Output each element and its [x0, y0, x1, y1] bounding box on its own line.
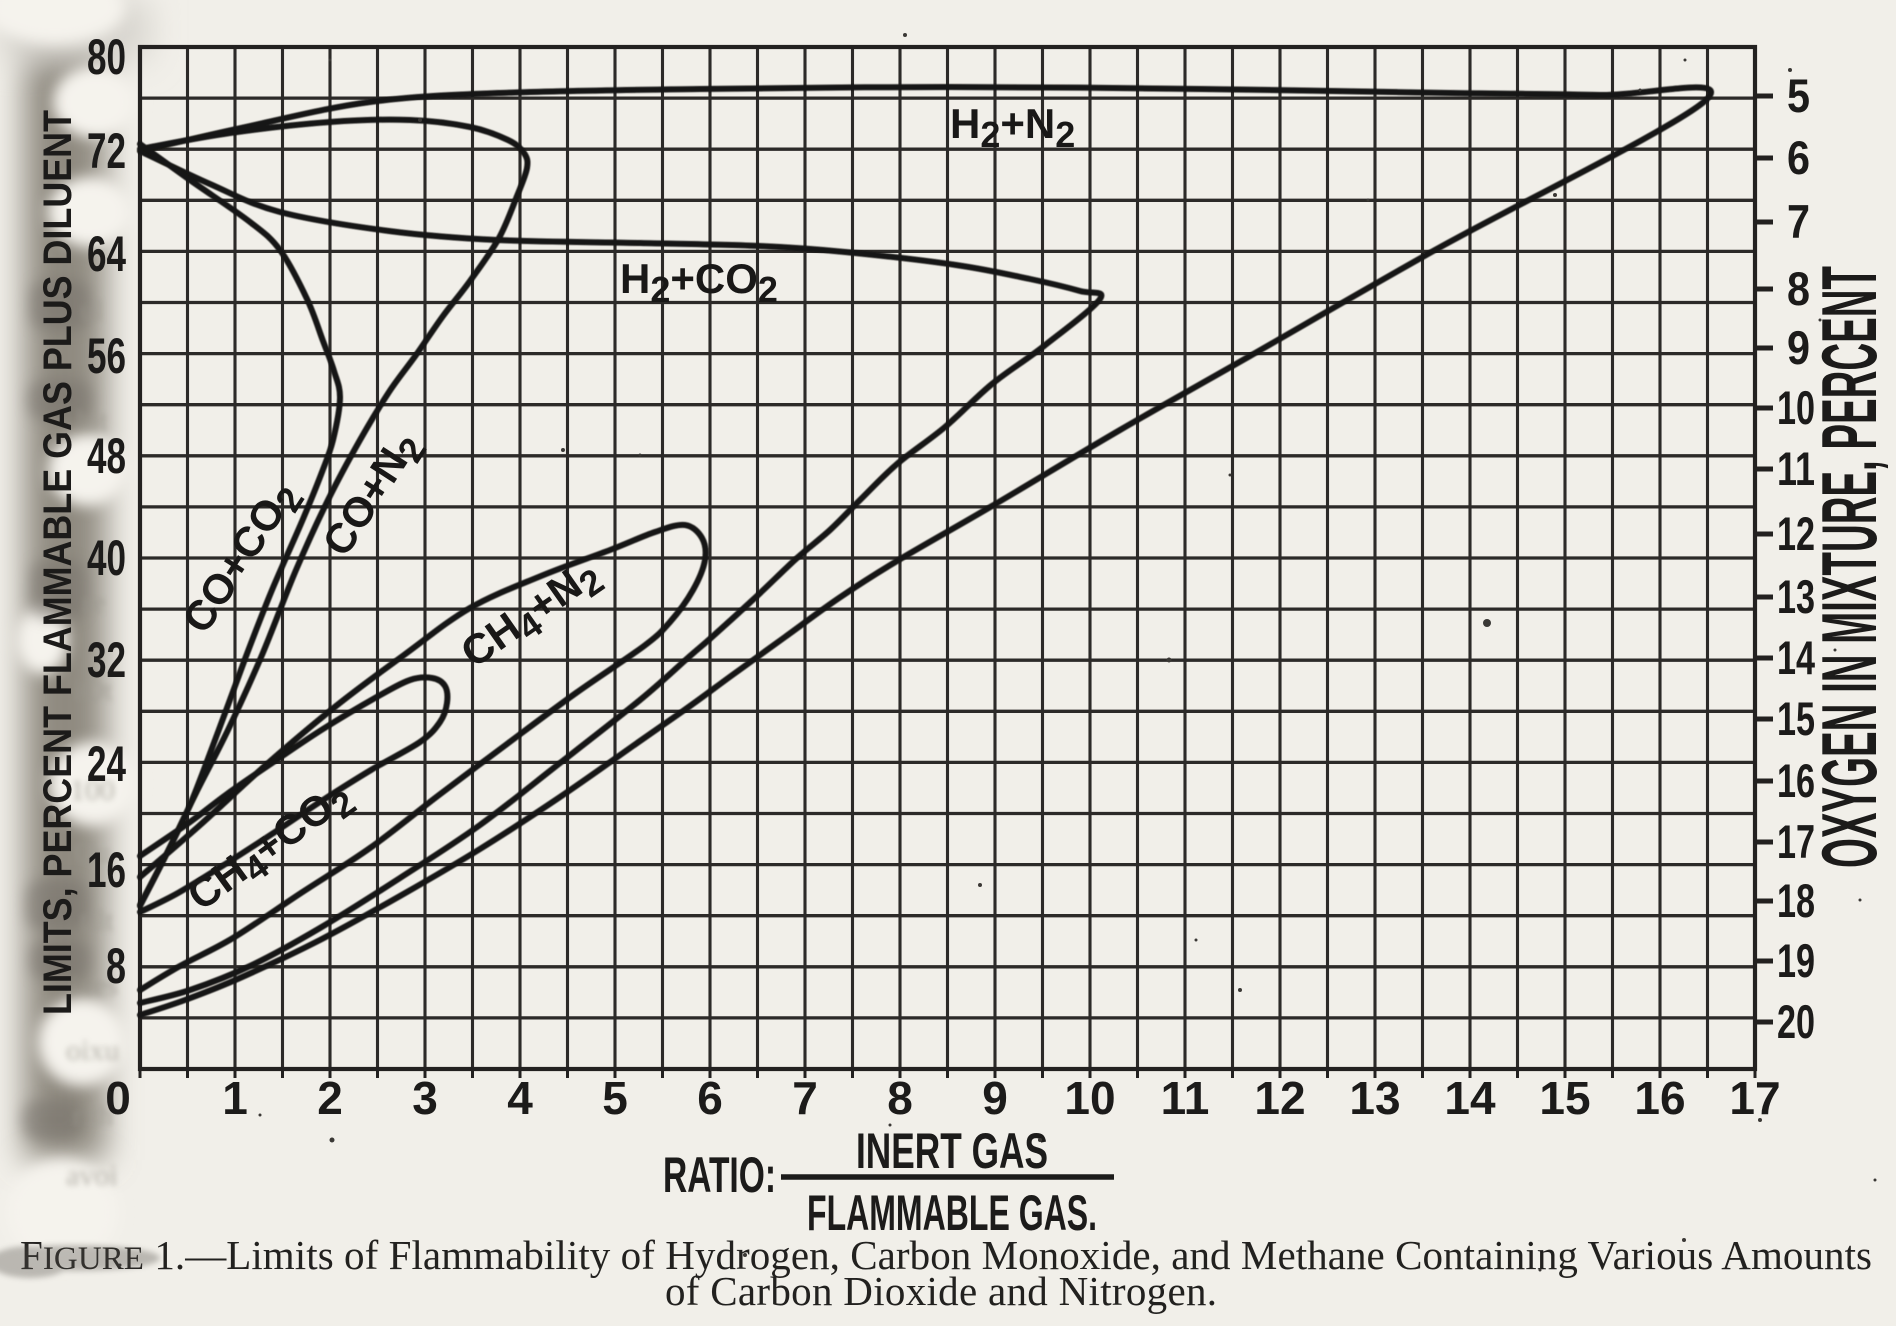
svg-text:LIMITS, PERCENT FLAMMABLE GAS: LIMITS, PERCENT FLAMMABLE GAS PLUS DILUE… [36, 110, 80, 1015]
svg-text:iOt: iOt [74, 674, 113, 707]
svg-text:24: 24 [87, 736, 126, 792]
svg-text:16: 16 [87, 842, 126, 898]
svg-text:16: 16 [1634, 1072, 1685, 1124]
svg-text:14: 14 [1777, 631, 1815, 684]
svg-text:6: 6 [1787, 131, 1810, 184]
svg-text:11: 11 [1161, 1072, 1210, 1124]
svg-text:72: 72 [87, 123, 126, 179]
svg-text:of Carbon Dioxide and Nitrogen: of Carbon Dioxide and Nitrogen. [665, 1268, 1217, 1314]
svg-text:3: 3 [412, 1072, 438, 1124]
svg-text:tilt: tilt [80, 904, 114, 937]
svg-text:8: 8 [106, 938, 126, 994]
svg-text:5: 5 [602, 1072, 628, 1124]
svg-text:20: 20 [1777, 995, 1815, 1048]
svg-text:Ou: Ou [74, 836, 111, 869]
svg-text:OXYGEN IN MIXTURE, PERCENT: OXYGEN IN MIXTURE, PERCENT [1805, 266, 1893, 868]
svg-text:15: 15 [1539, 1072, 1590, 1124]
svg-text:11: 11 [1777, 442, 1815, 495]
svg-text:ul: ul [80, 294, 103, 327]
svg-text:oixu: oixu [66, 1034, 119, 1067]
svg-text:9: 9 [982, 1072, 1008, 1124]
svg-text:8: 8 [887, 1072, 913, 1124]
svg-text:hit: hit [76, 404, 108, 437]
svg-text:15: 15 [1777, 692, 1815, 745]
svg-text:2: 2 [317, 1072, 343, 1124]
svg-text:ixes: ixes [70, 969, 118, 1002]
svg-text:re: re [82, 586, 105, 619]
svg-text:32: 32 [87, 632, 126, 688]
svg-text:H2​+N2​: H2​+N2​ [950, 100, 1075, 155]
svg-text:INERT GAS: INERT GAS [856, 1123, 1048, 1179]
svg-text:12: 12 [1254, 1072, 1305, 1124]
svg-text:0: 0 [105, 1072, 131, 1124]
svg-text:13: 13 [1349, 1072, 1400, 1124]
svg-text:7: 7 [1787, 195, 1810, 248]
svg-text:FLAMMABLE GAS.: FLAMMABLE GAS. [807, 1185, 1097, 1241]
svg-text:40: 40 [87, 530, 126, 586]
svg-text:avoi: avoi [66, 1159, 118, 1192]
svg-text:r th: r th [72, 1099, 113, 1132]
svg-text:100: 100 [70, 774, 115, 807]
svg-text:7: 7 [792, 1072, 818, 1124]
svg-text:64: 64 [87, 226, 126, 282]
svg-text:9: 9 [1787, 321, 1810, 374]
svg-text:16: 16 [1777, 754, 1815, 807]
svg-text:12: 12 [1777, 507, 1815, 560]
svg-text:13: 13 [1777, 570, 1815, 623]
svg-text:10: 10 [1064, 1072, 1115, 1124]
svg-text:18: 18 [1777, 874, 1815, 927]
svg-text:4: 4 [507, 1072, 533, 1124]
svg-text:17: 17 [1729, 1072, 1780, 1124]
svg-text:5: 5 [1787, 69, 1810, 122]
svg-text:80: 80 [87, 29, 126, 85]
svg-text:RATIO:: RATIO: [663, 1147, 776, 1203]
svg-text:1: 1 [222, 1072, 248, 1124]
svg-text:8: 8 [1787, 262, 1810, 315]
svg-text:6: 6 [697, 1072, 723, 1124]
svg-text:14: 14 [1444, 1072, 1496, 1124]
svg-text:10: 10 [1777, 381, 1815, 434]
svg-text:H2​+CO2​: H2​+CO2​ [620, 255, 778, 310]
svg-text:17: 17 [1777, 815, 1815, 868]
svg-text:48: 48 [87, 428, 126, 484]
svg-text:56: 56 [87, 328, 126, 384]
svg-text:19: 19 [1777, 934, 1815, 987]
